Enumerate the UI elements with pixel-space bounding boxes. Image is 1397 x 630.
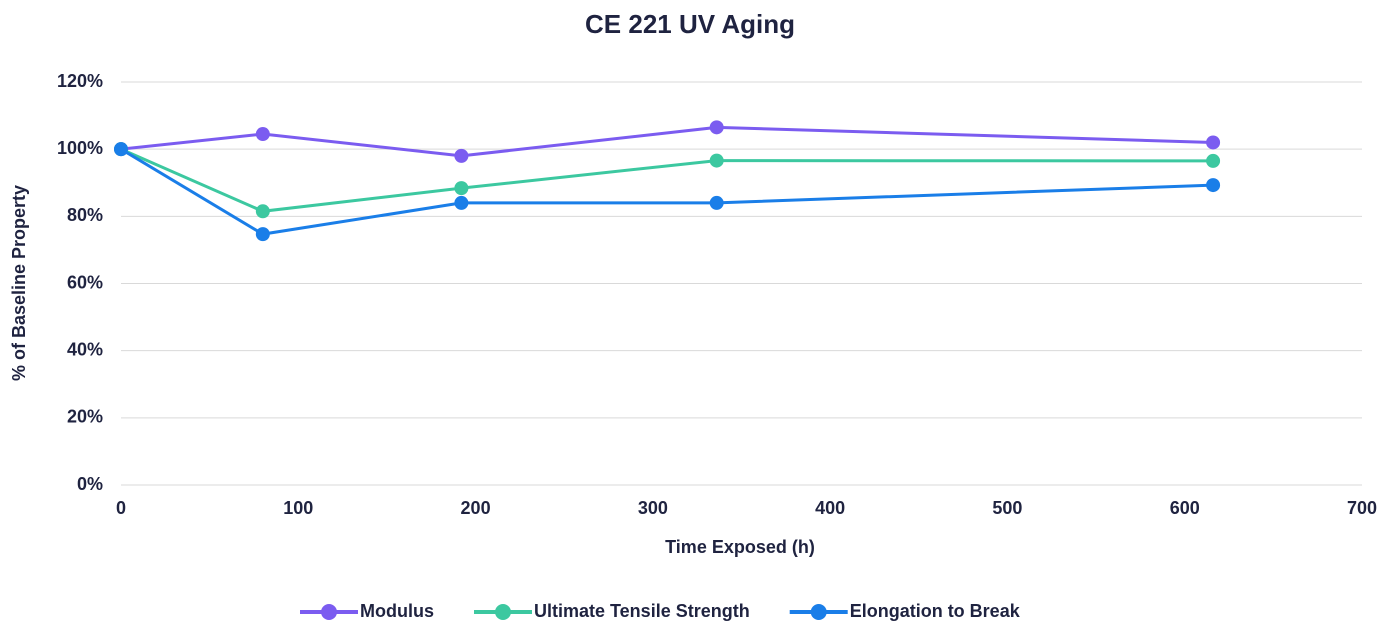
x-axis-title: Time Exposed (h)	[665, 537, 815, 557]
legend-label: Elongation to Break	[850, 601, 1021, 621]
legend-marker	[321, 604, 337, 620]
data-point	[709, 120, 724, 135]
data-point	[1206, 135, 1221, 150]
chart-title: CE 221 UV Aging	[585, 9, 795, 39]
legend-marker	[495, 604, 511, 620]
data-point	[255, 204, 270, 219]
y-tick-label: 80%	[67, 205, 103, 225]
data-point	[255, 227, 270, 242]
data-point	[1206, 178, 1221, 193]
legend-label: Ultimate Tensile Strength	[534, 601, 750, 621]
x-tick-label: 700	[1347, 498, 1377, 518]
x-tick-label: 300	[638, 498, 668, 518]
data-point	[454, 148, 469, 163]
x-tick-label: 0	[116, 498, 126, 518]
data-point	[709, 195, 724, 210]
data-point	[709, 153, 724, 168]
data-point	[1206, 153, 1221, 168]
x-tick-label: 400	[815, 498, 845, 518]
y-tick-label: 20%	[67, 407, 103, 427]
legend-marker	[810, 604, 827, 620]
y-tick-label: 0%	[77, 474, 103, 494]
y-tick-label: 40%	[67, 339, 103, 359]
x-tick-label: 500	[992, 498, 1022, 518]
x-tick-label: 100	[283, 498, 313, 518]
y-tick-label: 100%	[57, 138, 103, 158]
data-point	[454, 181, 469, 196]
y-tick-label: 120%	[57, 71, 103, 91]
x-tick-label: 600	[1170, 498, 1200, 518]
x-tick-label: 200	[461, 498, 491, 518]
series-line	[120, 125, 1214, 158]
data-point	[114, 142, 128, 157]
y-axis-title: % of Baseline Property	[9, 185, 29, 381]
data-point	[255, 127, 270, 142]
data-point	[454, 195, 469, 210]
y-tick-label: 60%	[67, 272, 103, 292]
legend-label: Modulus	[360, 601, 434, 621]
